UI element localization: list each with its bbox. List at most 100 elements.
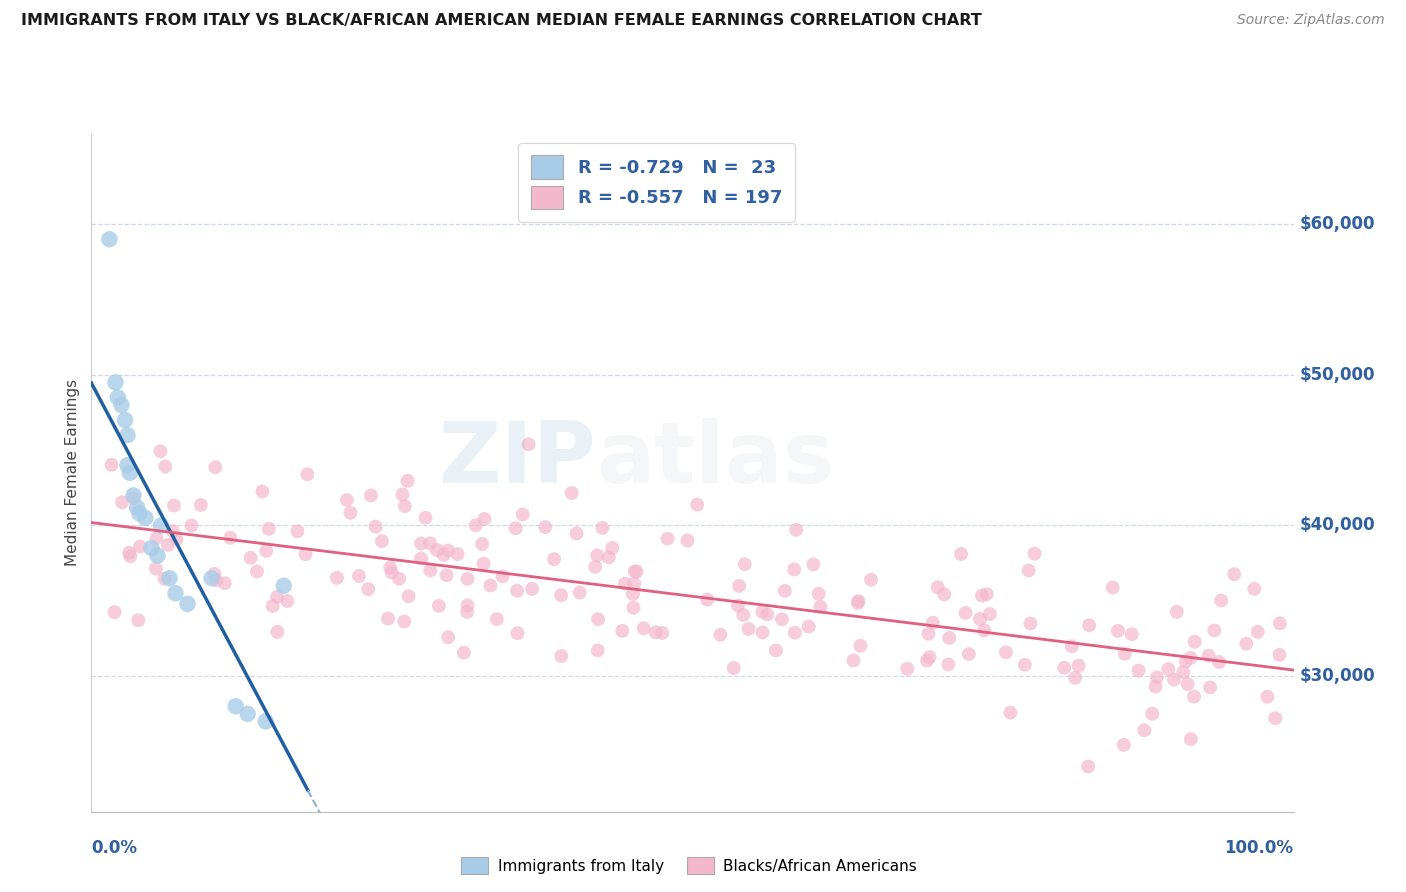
Point	[846, 596, 869, 610]
Point	[728, 579, 751, 593]
Point	[464, 518, 486, 533]
Point	[1184, 634, 1206, 648]
Point	[976, 587, 998, 601]
Point	[783, 562, 806, 576]
Text: ZIP: ZIP	[439, 417, 596, 500]
Point	[165, 586, 187, 600]
Point	[128, 507, 150, 521]
Point	[765, 643, 787, 657]
Point	[98, 232, 121, 246]
Point	[543, 552, 565, 566]
Point	[357, 582, 380, 596]
Text: $40,000: $40,000	[1299, 516, 1375, 534]
Point	[633, 622, 655, 636]
Point	[145, 531, 167, 545]
Point	[491, 569, 513, 583]
Point	[446, 547, 468, 561]
Point	[436, 568, 458, 582]
Point	[612, 624, 634, 638]
Point	[162, 524, 184, 538]
Point	[979, 607, 1001, 621]
Point	[969, 612, 991, 626]
Point	[534, 520, 557, 534]
Point	[433, 548, 456, 562]
Y-axis label: Median Female Earnings: Median Female Earnings	[65, 379, 80, 566]
Text: atlas: atlas	[596, 417, 835, 500]
Point	[377, 611, 399, 625]
Point	[623, 576, 645, 591]
Point	[773, 583, 796, 598]
Point	[111, 495, 134, 509]
Point	[1182, 690, 1205, 704]
Point	[1264, 711, 1286, 725]
Point	[254, 544, 277, 558]
Point	[1121, 627, 1143, 641]
Point	[471, 537, 494, 551]
Point	[896, 662, 918, 676]
Point	[200, 571, 222, 585]
Point	[166, 533, 188, 547]
Point	[427, 599, 450, 613]
Point	[1060, 640, 1083, 654]
Point	[1166, 605, 1188, 619]
Text: 0.0%: 0.0%	[91, 838, 138, 857]
Point	[1053, 661, 1076, 675]
Point	[591, 521, 613, 535]
Point	[583, 559, 606, 574]
Point	[950, 547, 973, 561]
Point	[474, 512, 496, 526]
Legend: Immigrants from Italy, Blacks/African Americans: Immigrants from Italy, Blacks/African Am…	[454, 851, 924, 880]
Point	[1234, 637, 1257, 651]
Point	[1064, 671, 1087, 685]
Point	[918, 650, 941, 665]
Point	[651, 626, 673, 640]
Point	[1180, 651, 1202, 665]
Point	[1157, 662, 1180, 676]
Point	[657, 532, 679, 546]
Point	[145, 561, 167, 575]
Point	[723, 661, 745, 675]
Point	[453, 646, 475, 660]
Point	[276, 594, 298, 608]
Point	[506, 583, 529, 598]
Point	[1019, 616, 1042, 631]
Point	[756, 607, 779, 622]
Point	[938, 631, 960, 645]
Point	[1144, 680, 1167, 694]
Point	[262, 599, 284, 613]
Point	[411, 551, 433, 566]
Point	[437, 543, 460, 558]
Point	[973, 624, 995, 638]
Text: 100.0%: 100.0%	[1225, 838, 1294, 857]
Point	[734, 558, 756, 572]
Point	[371, 534, 394, 549]
Point	[1198, 648, 1220, 663]
Point	[155, 459, 177, 474]
Legend: R = -0.729   N =  23, R = -0.557   N = 197: R = -0.729 N = 23, R = -0.557 N = 197	[517, 143, 794, 222]
Point	[1024, 547, 1046, 561]
Point	[129, 540, 152, 554]
Point	[1114, 647, 1136, 661]
Point	[520, 582, 543, 596]
Point	[1146, 670, 1168, 684]
Point	[107, 391, 129, 405]
Point	[360, 488, 382, 502]
Point	[266, 590, 288, 604]
Point	[1107, 624, 1129, 638]
Point	[381, 566, 404, 580]
Point	[586, 643, 609, 657]
Point	[676, 533, 699, 548]
Point	[150, 518, 173, 533]
Point	[457, 599, 479, 613]
Point	[568, 585, 591, 599]
Point	[202, 566, 225, 581]
Point	[180, 518, 202, 533]
Point	[159, 571, 181, 585]
Point	[927, 580, 949, 594]
Point	[176, 597, 198, 611]
Point	[125, 500, 148, 515]
Point	[1163, 673, 1185, 687]
Point	[297, 467, 319, 482]
Point	[586, 549, 609, 563]
Point	[1199, 681, 1222, 695]
